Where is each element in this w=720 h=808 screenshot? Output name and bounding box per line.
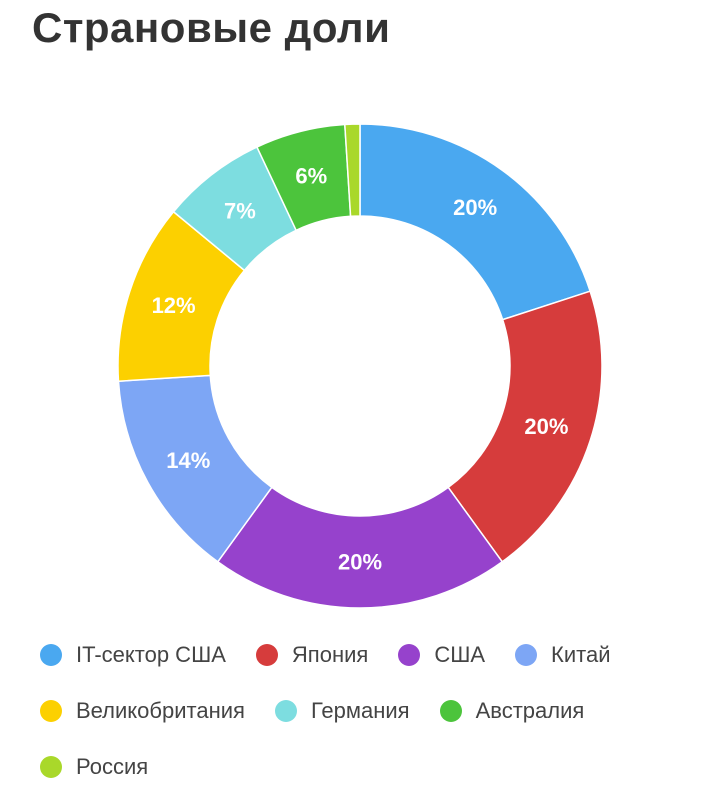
legend-item-4: Великобритания xyxy=(40,698,245,724)
legend-dot-icon xyxy=(40,756,62,778)
slice-label-3: 14% xyxy=(166,448,210,473)
legend-dot-icon xyxy=(40,644,62,666)
slice-1 xyxy=(447,290,603,563)
legend-label: Великобритания xyxy=(76,698,245,723)
legend-label: Австралия xyxy=(475,698,585,723)
legend-dot-icon xyxy=(255,644,278,666)
legend-item-2: США xyxy=(398,642,485,668)
legend-item-1: Япония xyxy=(255,642,369,668)
slice-label-4: 12% xyxy=(152,293,196,318)
donut-labels: 20% 20% 20% 14% 12% 7% 6% xyxy=(152,164,569,575)
legend-dot-icon xyxy=(274,700,297,722)
legend-label: США xyxy=(434,642,486,667)
legend-dot-icon xyxy=(439,700,462,722)
legend-label: Япония xyxy=(291,642,369,667)
legend-label: Китай xyxy=(551,642,611,667)
slice-label-6: 6% xyxy=(295,164,327,189)
legend-item-0: IT-сектор США xyxy=(40,642,226,668)
legend-item-7: Россия xyxy=(40,754,148,780)
legend-label: IT-сектор США xyxy=(76,642,226,667)
chart-title: Страновые доли xyxy=(32,4,391,51)
legend-label: Германия xyxy=(310,698,410,723)
slice-7 xyxy=(344,123,361,218)
slice-label-2: 20% xyxy=(338,550,382,575)
legend-item-6: Австралия xyxy=(439,698,585,724)
donut-chart: 20% 20% 20% 14% 12% 7% 6% xyxy=(117,123,603,609)
slice-2 xyxy=(216,486,504,609)
slice-0 xyxy=(359,123,592,321)
slice-label-5: 7% xyxy=(224,199,256,224)
chart-legend: IT-сектор США Япония США Китай Великобритани… xyxy=(40,642,700,780)
slice-label-0: 20% xyxy=(453,195,497,220)
legend-item-3: Китай xyxy=(515,642,611,668)
legend-dot-icon xyxy=(515,644,538,666)
slice-label-1: 20% xyxy=(524,414,568,439)
legend-dot-icon xyxy=(398,644,421,666)
donut-slices xyxy=(117,123,603,609)
legend-dot-icon xyxy=(40,700,62,722)
legend-label: Россия xyxy=(76,754,149,779)
legend-item-5: Германия xyxy=(274,698,410,724)
